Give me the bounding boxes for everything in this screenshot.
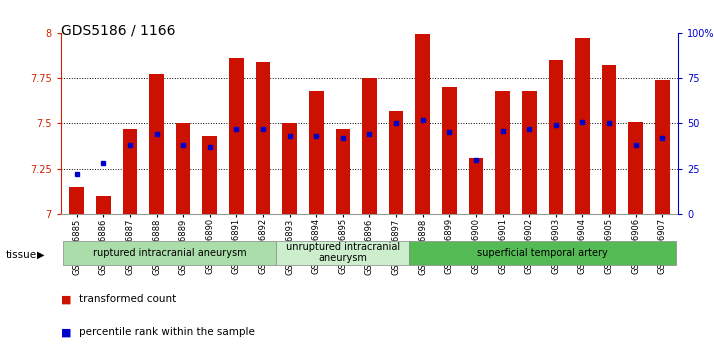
Bar (123, 129, 137, 214)
Bar (336, 129, 350, 214)
Text: unruptured intracranial
aneurysm: unruptured intracranial aneurysm (286, 242, 400, 264)
Bar (655, 80, 670, 214)
Text: ■: ■ (61, 294, 71, 305)
Bar (362, 78, 377, 214)
Bar (149, 74, 164, 214)
Bar (96, 196, 111, 214)
Bar (282, 123, 297, 214)
Bar (409, 241, 675, 265)
Text: superficial temporal artery: superficial temporal artery (477, 248, 608, 258)
Bar (416, 34, 430, 214)
Bar (69, 187, 84, 214)
Bar (522, 91, 536, 214)
Bar (256, 62, 271, 214)
Text: GDS5186 / 1166: GDS5186 / 1166 (61, 24, 175, 38)
Text: ■: ■ (61, 327, 71, 337)
Text: transformed count: transformed count (79, 294, 176, 305)
Text: percentile rank within the sample: percentile rank within the sample (79, 327, 254, 337)
Bar (389, 111, 403, 214)
Bar (628, 122, 643, 214)
Text: ▶: ▶ (37, 250, 45, 260)
Bar (203, 136, 217, 214)
Bar (229, 58, 243, 214)
Bar (276, 241, 409, 265)
Text: tissue: tissue (6, 250, 37, 260)
Bar (468, 158, 483, 214)
Bar (575, 38, 590, 214)
Text: ruptured intracranial aneurysm: ruptured intracranial aneurysm (93, 248, 246, 258)
Bar (309, 91, 323, 214)
Bar (496, 91, 510, 214)
Bar (442, 87, 457, 214)
Bar (602, 65, 616, 214)
Bar (548, 60, 563, 214)
Bar (64, 241, 276, 265)
Bar (176, 123, 191, 214)
